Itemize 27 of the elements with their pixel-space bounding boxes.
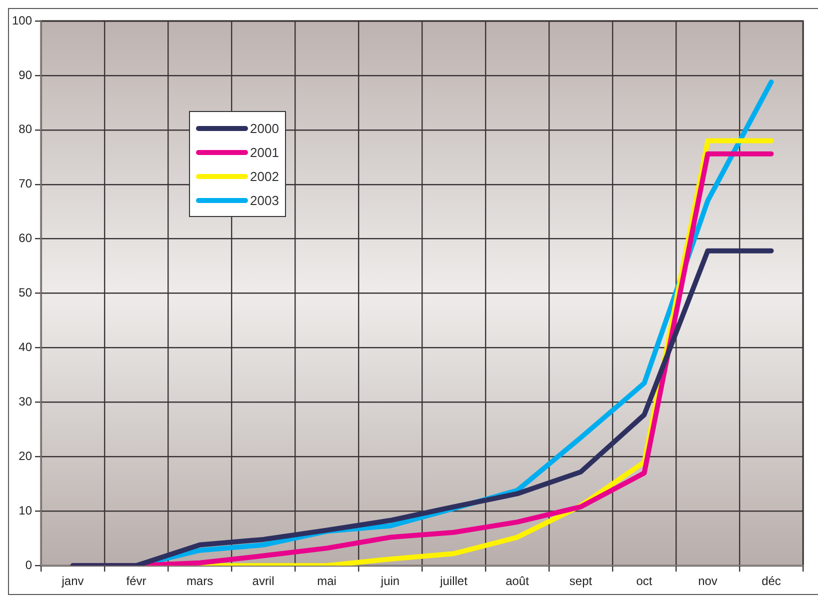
x-tick-label: mars: [186, 574, 214, 588]
x-tick-label: juillet: [439, 574, 468, 588]
x-tick-label: oct: [636, 574, 653, 588]
x-tick-label: févr: [126, 574, 146, 588]
y-tick-label: 30: [18, 394, 32, 409]
y-tick-label: 70: [18, 176, 32, 191]
legend-label: 2000: [250, 120, 279, 136]
y-tick-label: 100: [12, 13, 32, 28]
x-tick-label: avril: [252, 574, 274, 588]
legend-label: 2002: [250, 168, 279, 184]
y-tick-label: 20: [18, 448, 32, 463]
legend-label: 2001: [250, 144, 279, 160]
y-tick-label: 60: [18, 231, 32, 246]
y-tick-label: 0: [25, 558, 32, 572]
y-tick-label: 50: [18, 286, 32, 300]
y-tick-label: 90: [18, 68, 32, 82]
y-tick-label: 80: [18, 122, 32, 136]
legend-label: 2003: [250, 192, 279, 208]
x-tick-label: juin: [380, 574, 400, 588]
x-tick-label: mai: [317, 574, 336, 588]
x-tick-label: août: [506, 574, 530, 588]
x-tick-label: janv: [60, 574, 84, 588]
y-tick-label: 40: [18, 340, 32, 354]
x-tick-label: sept: [569, 574, 593, 588]
y-tick-label: 10: [18, 503, 32, 518]
x-tick-label: déc: [762, 574, 781, 588]
x-tick-label: nov: [698, 574, 718, 588]
